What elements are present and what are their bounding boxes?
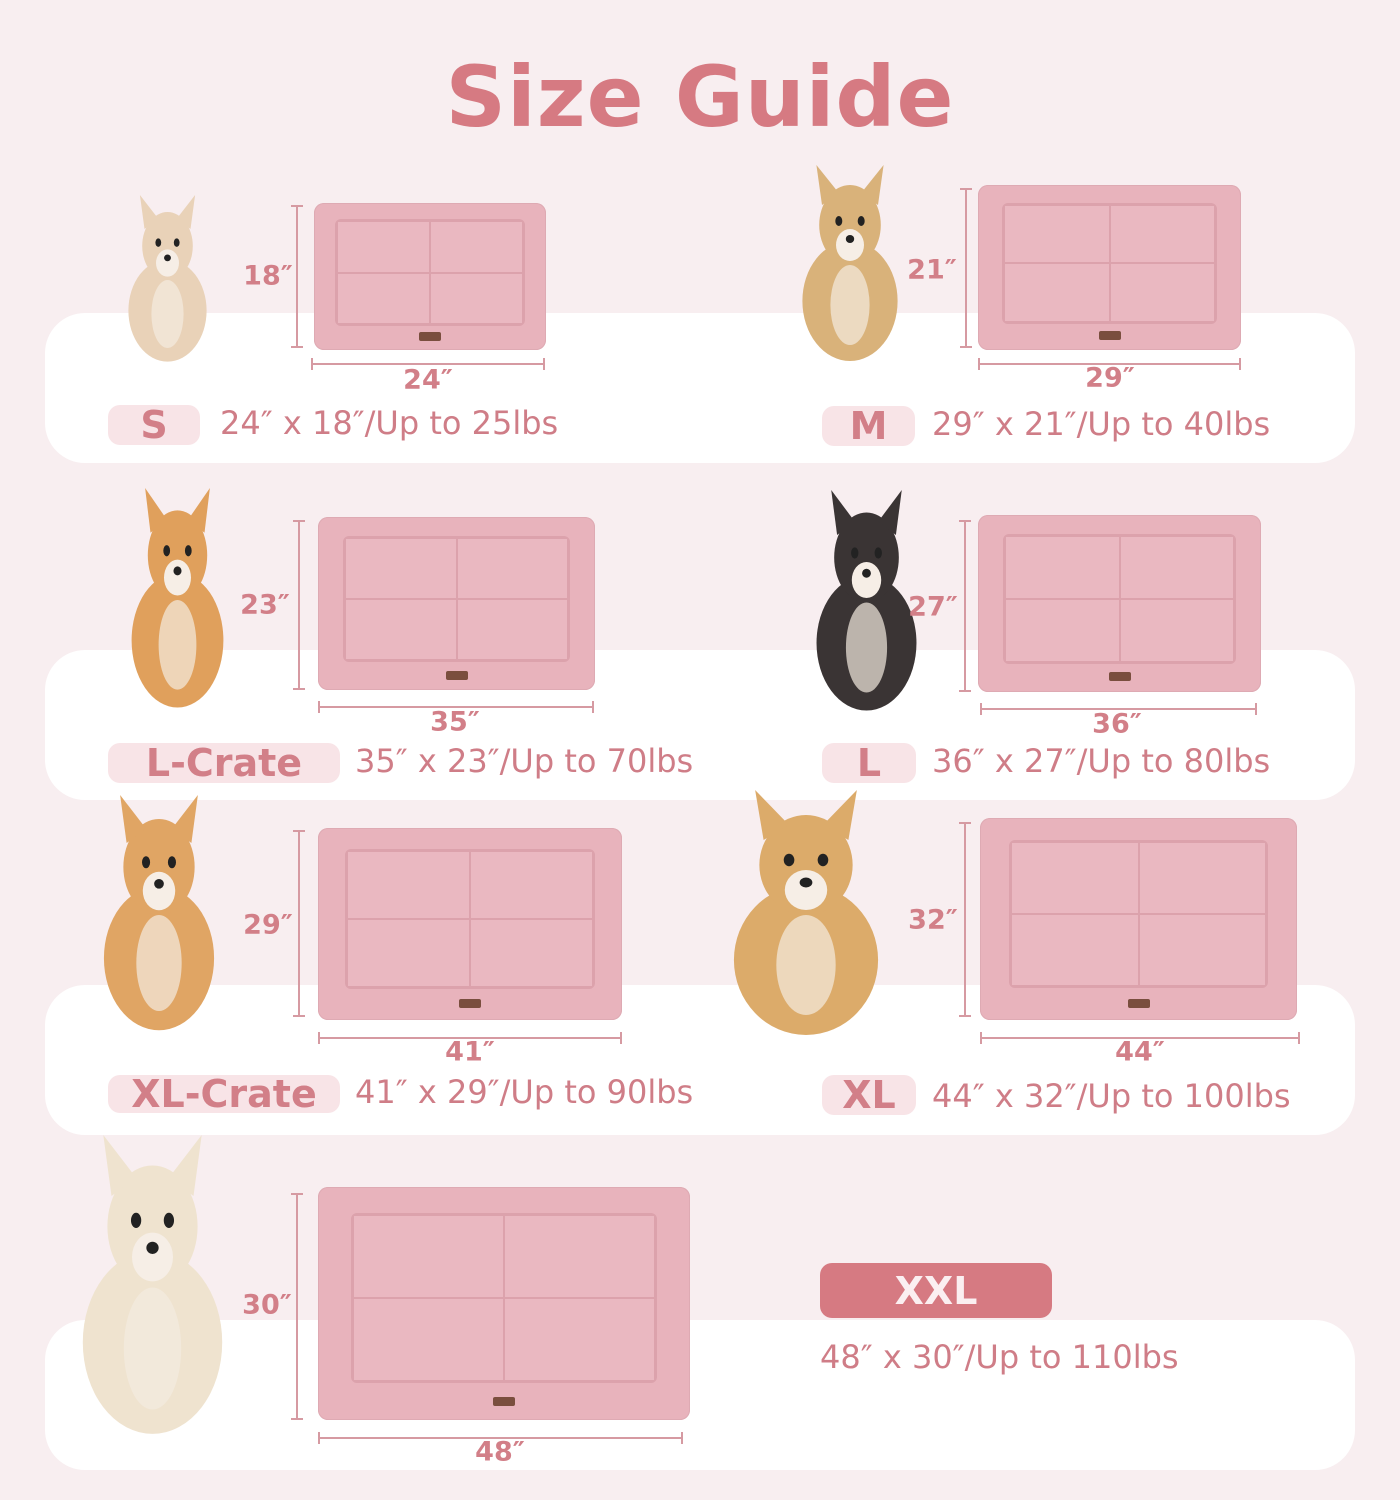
- brand-tag: [1127, 998, 1150, 1008]
- crate-mat-image: [980, 818, 1297, 1020]
- size-badge: XL: [822, 1073, 916, 1117]
- size-spec-text: 24″ x 18″/Up to 25lbs: [220, 404, 559, 442]
- size-spec-text: 29″ x 21″/Up to 40lbs: [932, 405, 1271, 443]
- white-band: [45, 1320, 1355, 1470]
- width-dimension-line: [311, 358, 545, 370]
- height-label: 18″: [243, 260, 293, 292]
- crate-mat-image: [318, 828, 622, 1020]
- width-label: 48″: [475, 1436, 525, 1468]
- size-badge: S: [108, 403, 200, 447]
- size-spec-text: 36″ x 27″/Up to 80lbs: [932, 742, 1271, 780]
- dog-image: [780, 165, 920, 365]
- brand-tag: [419, 332, 441, 342]
- brand-tag: [1108, 672, 1131, 682]
- height-label: 21″: [907, 254, 957, 286]
- width-label: 41″: [445, 1036, 495, 1068]
- height-dimension-line: [959, 520, 971, 692]
- page-title: Size Guide: [445, 48, 955, 146]
- height-dimension-line: [959, 822, 971, 1017]
- height-label: 27″: [908, 591, 958, 623]
- width-label: 44″: [1115, 1036, 1165, 1068]
- width-label: 29″: [1085, 362, 1135, 394]
- width-label: 36″: [1092, 708, 1142, 740]
- brand-tag: [1098, 331, 1121, 341]
- width-dimension-line: [318, 1432, 683, 1444]
- height-dimension-line: [291, 205, 303, 348]
- height-dimension-line: [960, 188, 972, 348]
- brand-tag: [445, 670, 468, 680]
- dog-image: [110, 488, 245, 712]
- height-dimension-line: [293, 830, 305, 1017]
- width-label: 24″: [403, 364, 453, 396]
- dog-image: [78, 795, 240, 1035]
- crate-mat-image: [318, 1187, 690, 1420]
- dog-image: [110, 195, 225, 365]
- dog-image: [50, 1135, 255, 1440]
- width-dimension-line: [978, 358, 1241, 370]
- size-spec-text: 48″ x 30″/Up to 110lbs: [820, 1338, 1179, 1376]
- size-spec-text: 44″ x 32″/Up to 100lbs: [932, 1077, 1291, 1115]
- width-label: 35″: [430, 706, 480, 738]
- height-dimension-line: [293, 520, 305, 690]
- height-label: 30″: [242, 1289, 292, 1321]
- dog-image: [700, 790, 912, 1040]
- crate-mat-image: [978, 185, 1241, 350]
- width-dimension-line: [980, 1032, 1300, 1044]
- height-dimension-line: [291, 1193, 303, 1420]
- height-label: 23″: [240, 589, 290, 621]
- dog-image: [793, 490, 940, 715]
- crate-mat-image: [314, 203, 546, 350]
- size-spec-text: 41″ x 29″/Up to 90lbs: [355, 1073, 694, 1111]
- crate-mat-image: [978, 515, 1261, 692]
- size-badge: XL-Crate: [108, 1072, 340, 1116]
- size-badge: L: [822, 741, 916, 785]
- width-dimension-line: [318, 701, 594, 713]
- size-badge: L-Crate: [108, 741, 340, 785]
- height-label: 32″: [908, 904, 958, 936]
- height-label: 29″: [243, 909, 293, 941]
- size-spec-text: 35″ x 23″/Up to 70lbs: [355, 742, 694, 780]
- size-badge: XXL: [820, 1263, 1052, 1318]
- size-badge: M: [822, 404, 915, 448]
- width-dimension-line: [318, 1032, 622, 1044]
- brand-tag: [459, 999, 481, 1009]
- crate-mat-image: [318, 517, 595, 690]
- brand-tag: [493, 1397, 515, 1407]
- width-dimension-line: [980, 703, 1257, 715]
